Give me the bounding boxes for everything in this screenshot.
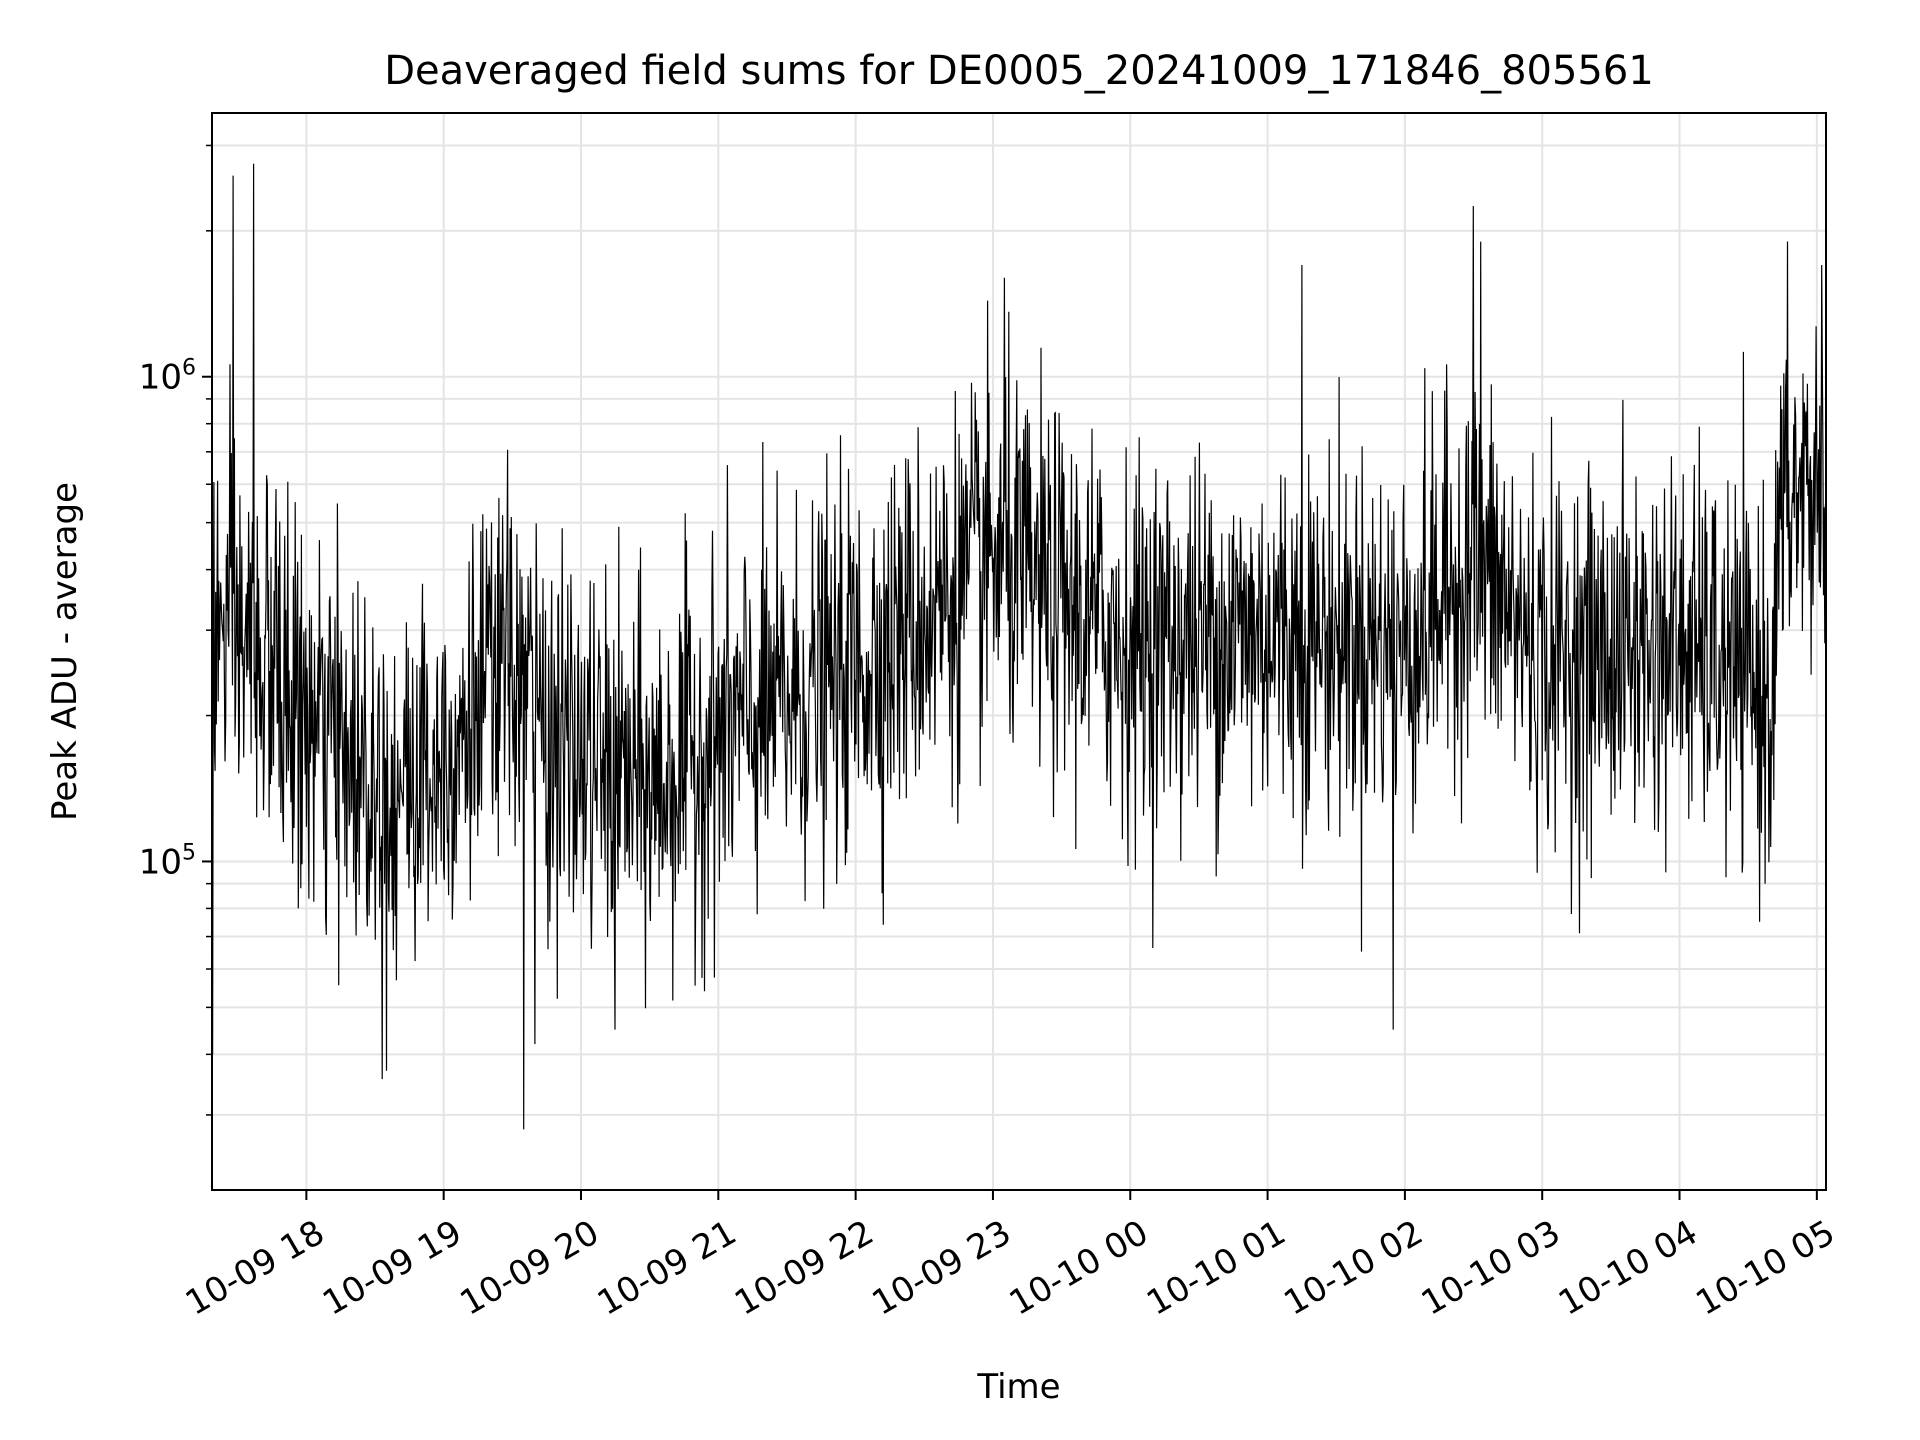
plot-frame (211, 112, 1827, 1191)
series-path (211, 163, 1827, 1130)
y-tick-label: 106 (139, 356, 196, 398)
chart-title: Deaveraged field sums for DE0005_2024100… (384, 48, 1654, 94)
y-axis-label: Peak ADU - average (45, 482, 85, 821)
series-line (211, 163, 1827, 1130)
x-axis-label: Time (976, 1367, 1060, 1407)
y-tick-label: 105 (139, 840, 196, 882)
